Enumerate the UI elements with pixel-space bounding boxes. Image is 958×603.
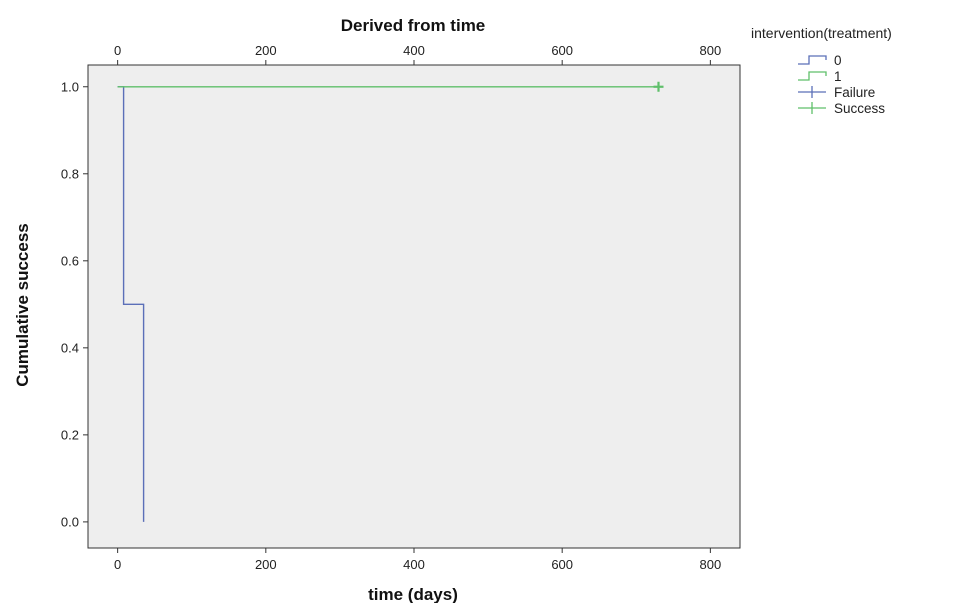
x-tick-label-top: 400	[403, 43, 425, 58]
x-tick-label-bottom: 0	[114, 557, 121, 572]
bottom-x-axis: 0 200 400 600 800	[114, 548, 721, 572]
legend-title: intervention(treatment)	[751, 25, 892, 41]
top-axis-title: Derived from time	[341, 16, 486, 35]
legend-step-icon	[798, 55, 827, 65]
y-tick-label: 0.6	[61, 253, 79, 268]
y-axis-title: Cumulative success	[13, 223, 32, 386]
legend-label: Success	[834, 101, 885, 116]
top-x-axis: 0 200 400 600 800	[114, 43, 721, 65]
x-tick-label-bottom: 400	[403, 557, 425, 572]
x-axis-title: time (days)	[368, 585, 458, 603]
y-tick-label: 0.0	[61, 514, 79, 529]
x-tick-label-bottom: 600	[551, 557, 573, 572]
legend-step-icon	[798, 71, 827, 81]
legend-label: 0	[834, 53, 842, 68]
y-tick-label: 1.0	[61, 79, 79, 94]
series-layer	[117, 81, 664, 522]
y-axis: 0.0 0.2 0.4 0.6 0.8 1.0	[61, 79, 88, 529]
x-tick-label-top: 0	[114, 43, 121, 58]
legend-entry-0: 0	[798, 53, 842, 68]
y-tick-label: 0.4	[61, 340, 79, 355]
legend-entry-failure: Failure	[798, 85, 875, 100]
y-tick-label: 0.8	[61, 166, 79, 181]
x-tick-label-bottom: 200	[255, 557, 277, 572]
x-tick-label-top: 200	[255, 43, 277, 58]
x-tick-label-bottom: 800	[700, 557, 722, 572]
plot-area	[87, 64, 741, 549]
x-tick-label-top: 800	[700, 43, 722, 58]
legend-label: 1	[834, 69, 842, 84]
legend-entry-1: 1	[798, 69, 842, 84]
legend-label: Failure	[834, 85, 875, 100]
legend-entry-success: Success	[798, 101, 885, 116]
y-tick-label: 0.2	[61, 427, 79, 442]
x-tick-label-top: 600	[551, 43, 573, 58]
censor-mark-series-1	[653, 81, 664, 92]
